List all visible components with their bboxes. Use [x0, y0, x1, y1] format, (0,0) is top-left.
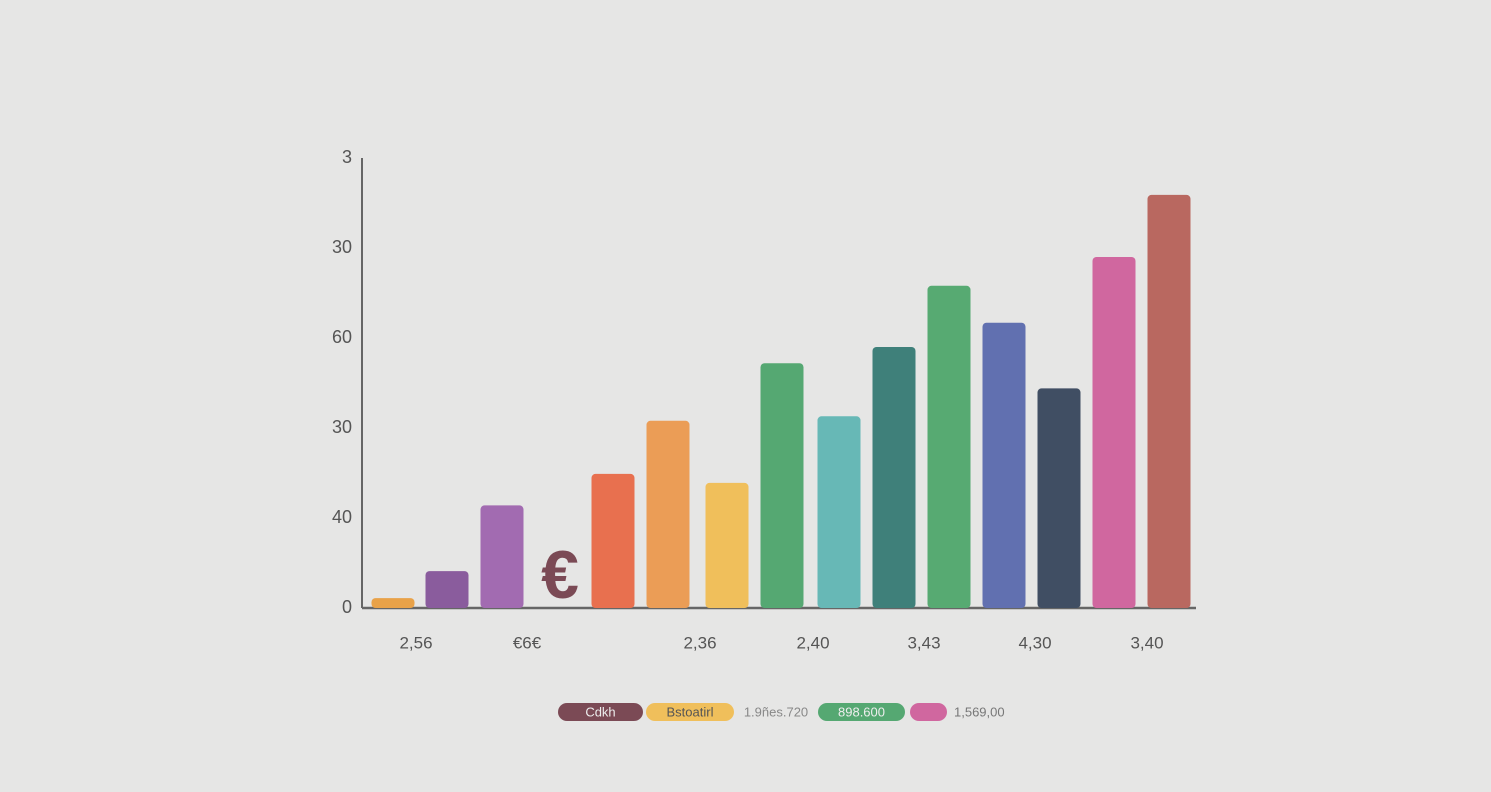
bar — [705, 482, 749, 608]
x-tick-label: 4,30 — [1018, 633, 1051, 652]
x-tick-label: 2,56 — [399, 633, 432, 652]
bar — [646, 420, 690, 608]
y-tick-label: 30 — [332, 237, 352, 257]
bar — [1147, 194, 1191, 608]
bar — [872, 347, 916, 608]
legend-label: Bstoatirl — [667, 704, 714, 719]
legend-label: 898.600 — [838, 704, 885, 719]
annotation: € — [541, 537, 579, 613]
legend-swatch — [818, 703, 905, 721]
y-tick-label: 60 — [332, 327, 352, 347]
bar — [425, 571, 469, 608]
x-tick-label: €6€ — [513, 633, 542, 652]
bar — [817, 416, 861, 608]
bar — [1037, 388, 1081, 608]
bar — [760, 363, 804, 608]
legend-label: 1,569,00 — [954, 704, 1005, 719]
y-tick-label: 3 — [342, 147, 352, 167]
legend-swatch — [910, 703, 947, 721]
x-tick-label: 3,40 — [1130, 633, 1163, 652]
legend-swatch — [646, 703, 734, 721]
x-tick-label: 2,40 — [796, 633, 829, 652]
bar — [591, 473, 635, 608]
legend-label: 1.9ñes.720 — [744, 704, 808, 719]
y-tick-label: 40 — [332, 507, 352, 527]
y-tick-label: 30 — [332, 417, 352, 437]
bar — [371, 598, 415, 608]
x-tick-label: 2,36 — [683, 633, 716, 652]
bar — [927, 285, 971, 608]
bar — [480, 505, 524, 608]
legend-swatch — [558, 703, 643, 721]
y-tick-label: 0 — [342, 597, 352, 617]
bar — [982, 322, 1026, 608]
x-tick-label: 3,43 — [907, 633, 940, 652]
legend-label: Cdkh — [585, 704, 615, 719]
bar — [1092, 257, 1136, 608]
